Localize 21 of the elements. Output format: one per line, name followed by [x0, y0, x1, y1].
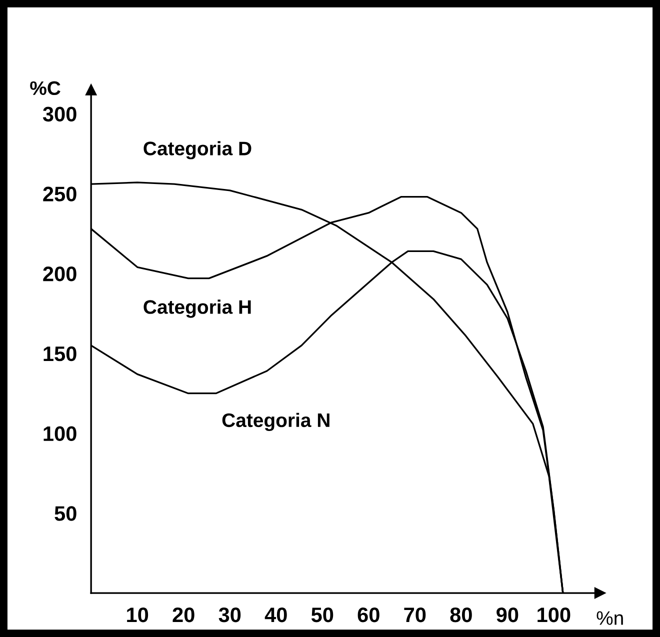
x-tick-label: 50	[311, 607, 334, 622]
x-tick-label: 30	[218, 607, 241, 622]
y-tick-label: 250	[43, 186, 76, 202]
y-tick-label: 50	[54, 506, 76, 521]
series-label: Categoria H	[144, 300, 251, 318]
x-tick-label: 100	[538, 607, 570, 622]
y-axis-title: %C	[30, 81, 60, 96]
x-tick-label: 80	[450, 607, 472, 622]
y-tick-label: 200	[43, 266, 76, 282]
x-tick-label: 90	[496, 607, 518, 622]
x-axis-title: %n	[596, 611, 623, 625]
x-tick-label: 60	[358, 607, 380, 622]
y-tick-label: 100	[44, 426, 76, 442]
x-tick-label: 10	[127, 607, 148, 622]
y-tick-label: 150	[44, 346, 76, 362]
x-tick-label: 20	[172, 607, 194, 622]
series-label: Categoria N	[222, 412, 330, 432]
x-tick-label: 70	[404, 607, 426, 622]
x-tick-label: 40	[264, 607, 287, 622]
series-label: Categoria D	[144, 141, 252, 160]
y-tick-label: 300	[42, 106, 76, 122]
